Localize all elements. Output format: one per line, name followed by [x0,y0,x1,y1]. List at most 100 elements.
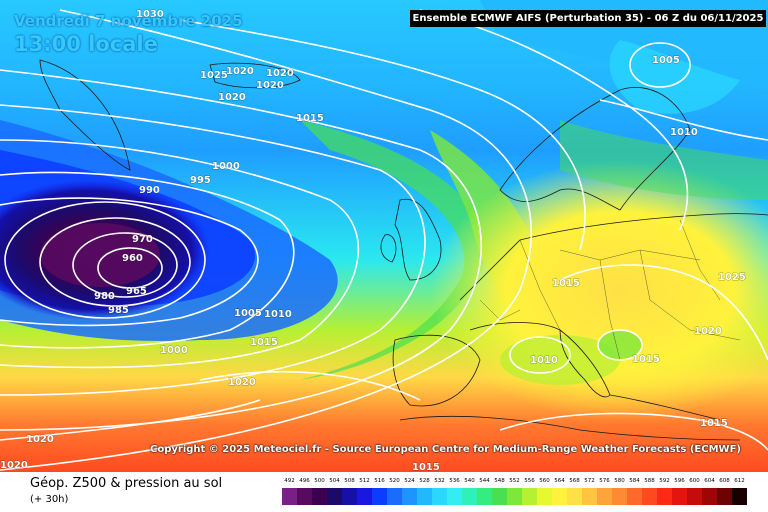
legend-color-swatch [402,488,417,505]
legend-color-swatch [612,488,627,505]
isobar-label: 1010 [264,309,292,320]
legend-color-swatch [462,488,477,505]
legend-level-label: 560 [539,478,550,484]
legend-color-swatch [717,488,732,505]
legend-color-swatch [732,488,747,505]
legend-color-swatch [312,488,327,505]
legend-color-swatch [567,488,582,505]
isobar-label: 1030 [136,9,164,20]
isobar-label: 1005 [652,55,680,66]
legend-color-swatch [522,488,537,505]
legend-level-label: 492 [284,478,295,484]
legend-color-swatch [372,488,387,505]
isobar-label: 1015 [632,354,660,365]
legend-level-label: 596 [674,478,685,484]
isobar-label: 995 [190,175,211,186]
legend-level-label: 544 [479,478,490,484]
isobar-label: 1025 [200,70,228,81]
isobar-label: 1015 [296,113,324,124]
isobars [0,9,768,471]
legend-level-label: 552 [509,478,520,484]
legend-color-swatch [507,488,522,505]
legend-color-swatch [687,488,702,505]
color-scale-legend: 492 496 500 504 508 512 516 520 524 528 532 536 540 5… [282,478,752,506]
legend-color-swatch [387,488,402,505]
isobar-label: 970 [132,234,153,245]
legend-level-label: 564 [554,478,565,484]
legend-level-label: 572 [584,478,595,484]
legend-color-swatch [477,488,492,505]
legend-color-swatch [357,488,372,505]
isobar-label: 1025 [718,272,746,283]
isobar-label: 1020 [266,68,294,79]
legend-level-label: 604 [704,478,715,484]
isobar-label: 1015 [700,418,728,429]
forecast-date: Vendredi 7 novembre 2025 [14,12,243,30]
legend-color-swatch [582,488,597,505]
legend-level-label: 496 [299,478,310,484]
isobar-label: 1000 [212,161,240,172]
legend-color-swatch [597,488,612,505]
legend-level-label: 568 [569,478,580,484]
legend-level-label: 512 [359,478,370,484]
borders [479,219,741,361]
isobar-label: 1020 [0,460,28,471]
legend-level-label: 524 [404,478,415,484]
legend-level-label: 528 [419,478,430,484]
weather-map: 1030 1025 1020 1020 1020 1020 1015 1000 … [0,0,768,472]
isobar-label: 1010 [530,355,558,366]
legend-color-swatch [447,488,462,505]
legend-level-label: 608 [719,478,730,484]
isobar-label: 1015 [250,337,278,348]
legend-level-label: 532 [434,478,445,484]
legend-level-label: 548 [494,478,505,484]
isobar-label: 1020 [226,66,254,77]
legend-color-swatch [657,488,672,505]
isobar-label: 1020 [256,80,284,91]
isobar-label: 960 [122,253,143,264]
legend-level-label: 600 [689,478,700,484]
isobar-label: 1015 [552,278,580,289]
footer-bar: Géop. Z500 & pression au sol (+ 30h) 492… [0,472,768,512]
legend-level-label: 536 [449,478,460,484]
legend-color-swatch [627,488,642,505]
isobar-label: 990 [139,185,160,196]
legend-level-label: 556 [524,478,535,484]
legend-color-swatch [702,488,717,505]
isobar-label: 1020 [228,377,256,388]
legend-level-label: 584 [629,478,640,484]
legend-level-label: 508 [344,478,355,484]
legend-level-label: 612 [734,478,745,484]
legend-color-swatch [417,488,432,505]
isobar-label: 1015 [412,462,440,472]
isobar-label: 1020 [694,326,722,337]
legend-color-swatch [672,488,687,505]
legend-color-swatch [492,488,507,505]
legend-level-label: 540 [464,478,475,484]
legend-color-swatch [327,488,342,505]
copyright-notice: Copyright © 2025 Meteociel.fr - Source E… [150,444,741,455]
isobar-labels: 1030 1025 1020 1020 1020 1020 1015 1000 … [0,9,746,473]
legend-color-swatch [537,488,552,505]
legend-color-swatch [342,488,357,505]
isobar-label: 980 [94,291,115,302]
legend-color-swatch [552,488,567,505]
forecast-lead-time: (+ 30h) [30,494,69,505]
legend-level-label: 500 [314,478,325,484]
forecast-time: 13:00 locale [14,32,158,56]
map-parameter-title: Géop. Z500 & pression au sol [30,476,223,491]
legend-color-swatch [282,488,297,505]
legend-level-label: 588 [644,478,655,484]
isobar-label: 965 [126,286,147,297]
legend-color-swatch [297,488,312,505]
model-run-title: Ensemble ECMWF AIFS (Perturbation 35) - … [410,10,766,27]
isobar-label: 985 [108,305,129,316]
legend-level-label: 580 [614,478,625,484]
legend-level-label: 520 [389,478,400,484]
isobar-label: 1010 [670,127,698,138]
legend-level-label: 592 [659,478,670,484]
legend-level-label: 516 [374,478,385,484]
isobar-label: 1005 [234,308,262,319]
legend-color-swatch [642,488,657,505]
